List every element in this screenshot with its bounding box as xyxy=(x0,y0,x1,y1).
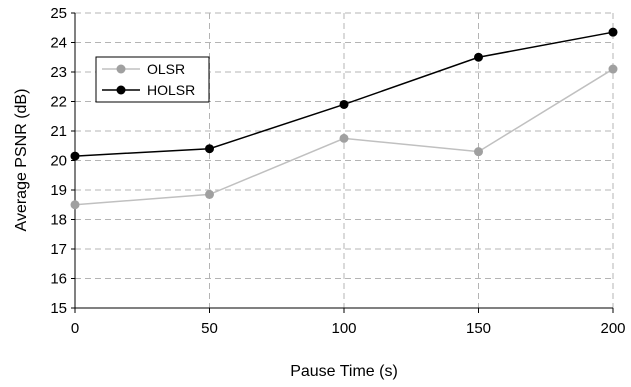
data-point-olsr xyxy=(205,189,214,199)
data-point-olsr xyxy=(608,64,618,74)
x-axis-title: Pause Time (s) xyxy=(290,363,398,380)
y-tick-label: 17 xyxy=(50,241,67,258)
data-point-holsr xyxy=(205,144,214,154)
y-tick-label: 19 xyxy=(50,182,67,199)
y-tick-labels: 15 16 17 18 19 20 21 22 23 24 25 xyxy=(50,5,67,317)
y-tick-label: 16 xyxy=(50,271,67,288)
data-point-olsr xyxy=(339,133,349,143)
y-tick-label: 18 xyxy=(50,212,67,229)
legend-box xyxy=(95,56,210,103)
y-tick-label: 20 xyxy=(50,153,67,170)
legend: OLSR HOLSR xyxy=(95,56,210,103)
x-tick-label: 0 xyxy=(71,320,79,337)
x-tick-label: 150 xyxy=(466,320,491,337)
legend-marker-olsr xyxy=(116,64,126,74)
data-point-olsr xyxy=(70,200,80,210)
legend-label-olsr: OLSR xyxy=(147,61,185,77)
x-tick-label: 50 xyxy=(201,320,218,337)
data-point-holsr xyxy=(70,151,80,161)
y-tick-label: 15 xyxy=(50,300,67,317)
data-point-holsr xyxy=(608,27,618,37)
data-point-holsr xyxy=(339,99,349,109)
y-tick-label: 23 xyxy=(50,64,67,81)
gridlines xyxy=(75,12,614,308)
x-tick-labels: 0 50 100 150 200 xyxy=(71,320,626,337)
series-olsr xyxy=(70,64,618,210)
series-layer xyxy=(70,27,618,210)
data-point-holsr xyxy=(474,52,483,62)
data-point-olsr xyxy=(474,147,483,157)
x-tick-label: 100 xyxy=(331,320,356,337)
x-tick-label: 200 xyxy=(600,320,625,337)
y-tick-label: 25 xyxy=(50,5,67,22)
legend-label-holsr: HOLSR xyxy=(147,82,195,98)
legend-marker-holsr xyxy=(116,85,126,95)
y-tick-label: 24 xyxy=(50,35,67,52)
y-tick-label: 21 xyxy=(50,123,67,140)
y-axis-title: Average PSNR (dB) xyxy=(13,89,30,232)
series-holsr xyxy=(70,27,618,161)
y-tick-label: 22 xyxy=(50,94,67,111)
